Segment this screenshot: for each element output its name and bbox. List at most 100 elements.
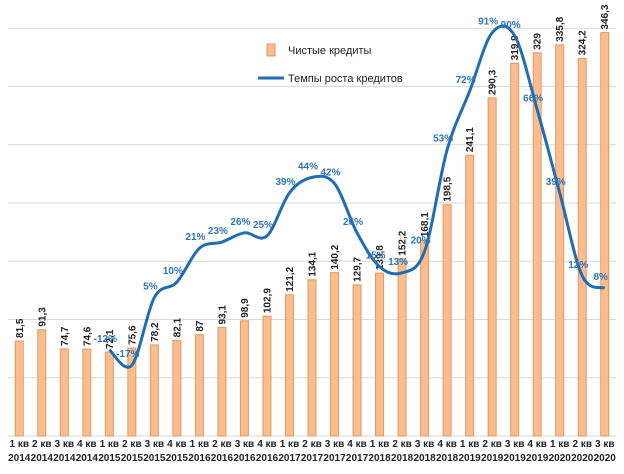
data-label: 93,1: [217, 305, 228, 325]
bar: [172, 339, 182, 437]
bar: [555, 44, 565, 437]
data-label: 66%: [523, 94, 543, 105]
data-label: 168,1: [420, 212, 431, 237]
data-label: 329: [533, 33, 544, 50]
x-tick-label: 3 кв 2016: [233, 439, 256, 464]
bar: [600, 32, 610, 437]
x-tick-label: 2 кв 2019: [481, 439, 504, 464]
x-tick-label: 4 кв 2016: [255, 439, 279, 464]
x-tick-label: 3 кв 2018: [413, 439, 436, 464]
data-label: 335,8: [555, 16, 566, 41]
data-label: -12%: [94, 334, 117, 345]
x-tick-label: 1 кв 2015: [98, 439, 121, 464]
x-tick-label: 1 кв 2019: [458, 439, 481, 464]
bar: [397, 258, 407, 437]
x-tick-label: 1 кв 2020: [548, 439, 571, 464]
bar: [330, 272, 340, 437]
data-label: 90%: [501, 20, 521, 31]
bar: [577, 57, 587, 437]
data-label: 319,9: [510, 35, 521, 60]
x-tick-label: 4 кв 2019: [526, 439, 549, 464]
data-label: 324,2: [578, 30, 589, 55]
bar: [352, 284, 362, 437]
data-label: 78,2: [150, 322, 161, 342]
x-tick-label: 1 кв 2018: [368, 439, 391, 464]
data-label: 8%: [594, 272, 609, 283]
line: [108, 24, 606, 369]
x-tick-label: 2 кв 2017: [300, 439, 324, 464]
bar: [262, 315, 272, 437]
data-label: 102,9: [262, 288, 273, 313]
data-label: 13%: [388, 257, 408, 268]
bar: [239, 320, 249, 437]
data-label: 12%: [568, 260, 588, 271]
x-tick-label: 3 кв 2020: [593, 439, 616, 464]
data-label: 75,6: [127, 325, 138, 345]
x-tick-label: 2 кв 2015: [120, 439, 143, 464]
data-label: 140,2: [330, 244, 341, 269]
bar: [487, 97, 497, 437]
data-label: 42%: [321, 168, 341, 179]
x-tick-label: 2 кв 2016: [210, 439, 234, 464]
data-label: 44%: [298, 161, 318, 172]
legend-swatch: [266, 43, 276, 57]
data-label: 82,1: [172, 317, 183, 337]
bar: [465, 154, 475, 437]
x-tick-label: 4 кв 2014: [75, 439, 98, 464]
data-label: 91%: [478, 17, 498, 28]
data-label: 198,5: [443, 176, 454, 201]
x-tick-label: 1 кв 2017: [278, 439, 301, 464]
data-label: 98,9: [240, 298, 251, 318]
data-label: 134,1: [308, 251, 319, 276]
bar: [420, 239, 430, 437]
data-label: 290,3: [488, 69, 499, 94]
x-tick-label: 3 кв 2014: [53, 439, 76, 464]
x-tick-label: 3 кв 2017: [323, 439, 346, 464]
data-label: 72,1: [105, 329, 116, 349]
data-label: 25%: [253, 220, 273, 231]
bar: [149, 344, 159, 437]
data-label: 26%: [230, 217, 250, 228]
x-tick-label: 3 кв 2019: [503, 439, 526, 464]
bar: [14, 340, 24, 437]
x-tick-label: 4 кв 2017: [345, 439, 369, 464]
bar: [532, 52, 542, 437]
x-tick-label: 4 кв 2018: [435, 439, 459, 464]
x-tick-label: 3 кв 2015: [143, 439, 166, 464]
data-label: 346,3: [600, 4, 611, 29]
bar: [284, 294, 294, 437]
data-label: 91,3: [37, 307, 48, 327]
data-label: 81,5: [15, 318, 26, 338]
data-label: 74,6: [82, 326, 93, 346]
legend-label: Темпы роста кредитов: [288, 73, 403, 85]
bar: [104, 351, 114, 437]
data-label: 5%: [143, 281, 158, 292]
bar: [59, 348, 69, 437]
bar: [442, 204, 452, 437]
data-label: 15%: [366, 251, 386, 262]
bar: [37, 329, 47, 437]
x-tick-label: 1 кв 2014: [8, 439, 31, 464]
data-label: 20%: [411, 235, 431, 246]
bar: [217, 327, 227, 437]
data-label: 39%: [546, 177, 566, 188]
x-tick-label: 4 кв 2015: [165, 439, 188, 464]
x-tick-label: 2 кв 2014: [30, 439, 53, 464]
data-label: 139,8: [375, 245, 386, 270]
data-label: 26%: [343, 217, 363, 228]
bar: [375, 272, 385, 437]
data-label: 39%: [275, 177, 295, 188]
data-label: 87: [195, 320, 206, 332]
data-label: 10%: [163, 266, 183, 277]
data-label: 21%: [185, 232, 205, 243]
legend-label: Чистые кредиты: [288, 45, 372, 57]
data-label: 129,7: [353, 256, 364, 281]
bar: [307, 279, 317, 437]
data-label: 53%: [433, 134, 453, 145]
bar: [127, 347, 137, 437]
bar: [510, 62, 520, 437]
data-label: -17%: [116, 349, 139, 360]
bar: [194, 334, 204, 437]
data-label: 121,2: [285, 266, 296, 291]
